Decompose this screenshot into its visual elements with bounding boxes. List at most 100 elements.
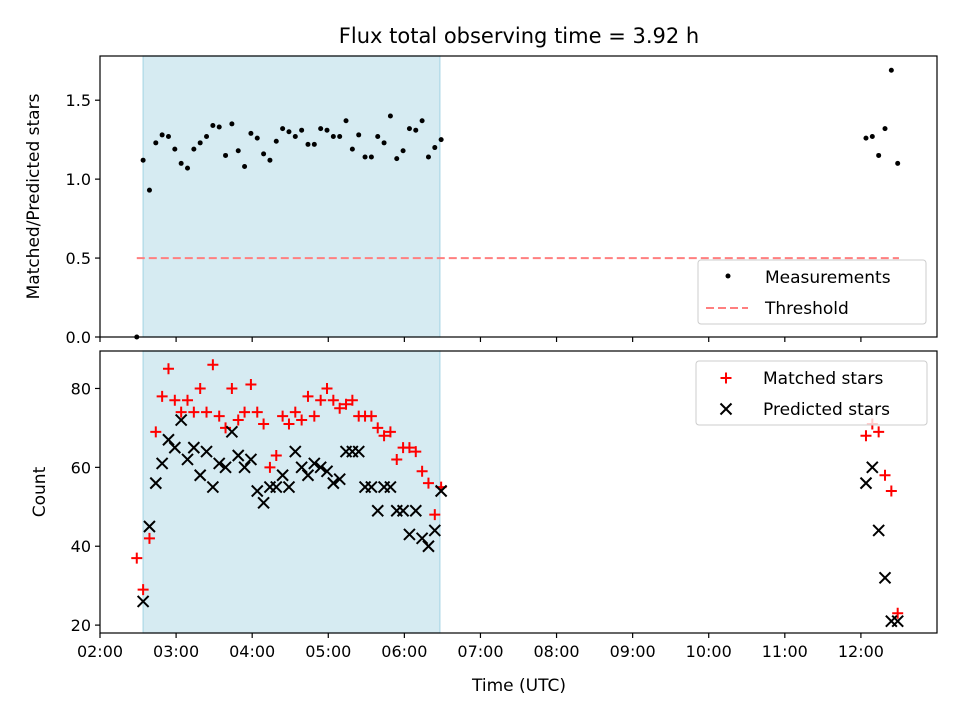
predicted-point — [244, 453, 258, 466]
legend-label: Threshold — [764, 299, 849, 319]
measurement-point — [394, 156, 400, 162]
measurement-point — [413, 127, 419, 133]
measurement-point — [381, 140, 387, 146]
measurement-point — [400, 148, 406, 154]
observing-span-shade — [142, 350, 441, 634]
measurement-point — [299, 127, 305, 133]
matched-point — [188, 406, 200, 418]
ratio-panel: 0.0 0.5 1.0 1.5 Matched/Predicted stars Measu… — [24, 55, 938, 347]
matched-point — [226, 382, 238, 394]
predicted-point — [168, 441, 182, 454]
matched-point — [289, 406, 301, 418]
measurement-point — [895, 160, 901, 166]
predicted-point — [365, 480, 378, 494]
legend-label: Matched stars — [763, 369, 883, 389]
measurement-point — [292, 134, 298, 140]
predicted-point — [314, 461, 327, 474]
predicted-point — [213, 457, 226, 470]
measurement-point — [197, 140, 203, 146]
predicted-point — [257, 496, 270, 510]
matched-point — [372, 422, 384, 434]
matched-point — [258, 418, 270, 430]
y-tick-label: 20 — [71, 616, 91, 635]
matched-point — [416, 465, 428, 477]
measurement-point — [165, 134, 171, 140]
matched-point — [207, 359, 219, 371]
matched-point — [340, 398, 352, 410]
matched-point — [860, 430, 872, 442]
figure-title: Flux total observing time = 3.92 h — [339, 24, 699, 48]
measurement-point — [375, 134, 381, 140]
y-tick-label: 1.0 — [66, 170, 91, 189]
y-axis-label: Count — [30, 466, 50, 517]
x-tick-label: 05:00 — [305, 642, 351, 661]
measurement-point — [318, 126, 324, 132]
matched-point — [137, 584, 149, 596]
predicted-point — [409, 504, 422, 517]
matched-point — [879, 469, 891, 481]
x-tick-label: 10:00 — [686, 642, 732, 661]
x-tick-label: 08:00 — [533, 642, 579, 661]
predicted-point — [371, 504, 384, 517]
predicted-point — [327, 476, 340, 490]
measurement-point — [172, 146, 178, 152]
matched-point — [201, 406, 213, 418]
legend-box — [695, 360, 928, 426]
matched-point — [150, 426, 162, 438]
measurement-point — [267, 157, 273, 163]
measurement-point — [888, 67, 894, 73]
measurement-point — [876, 152, 882, 158]
predicted-point — [384, 480, 397, 494]
legend: Measurements Threshold — [697, 259, 927, 325]
measurement-point — [286, 129, 292, 135]
y-tick-label: 60 — [71, 458, 91, 477]
matched-point — [403, 442, 415, 454]
measurement-point — [248, 130, 254, 136]
measurement-point — [185, 165, 191, 171]
matched-point — [315, 394, 327, 406]
matched-point — [245, 379, 257, 391]
matched-point — [873, 426, 885, 438]
matched-point — [384, 426, 396, 438]
predicted-point — [396, 504, 410, 517]
measurement-point — [280, 126, 286, 132]
measurement-point — [337, 134, 343, 140]
legend-predicted-marker — [719, 402, 733, 416]
measurement-point — [419, 118, 425, 124]
x-tick-label: 02:00 — [77, 642, 123, 661]
x-tick-label: 12:00 — [838, 642, 884, 661]
x-tick-label: 11:00 — [762, 642, 808, 661]
x-tick-label: 09:00 — [610, 642, 656, 661]
predicted-point — [187, 441, 201, 454]
measurement-point — [153, 140, 159, 146]
measurement-point — [869, 134, 875, 140]
predicted-point — [878, 571, 892, 584]
measurement-point — [216, 124, 222, 130]
observing-span-shade — [142, 55, 441, 338]
measurement-point — [178, 160, 184, 166]
matched-point — [422, 477, 434, 489]
predicted-point — [295, 461, 308, 474]
x-axis-label: Time (UTC) — [471, 676, 566, 696]
measurement-point — [235, 148, 241, 154]
predicted-point — [149, 476, 163, 490]
measurement-point — [242, 164, 248, 170]
predicted-point — [282, 480, 296, 494]
x-tick-label: 04:00 — [229, 642, 275, 661]
predicted-point — [155, 457, 169, 470]
matched-point — [391, 453, 403, 465]
measurement-point — [330, 134, 336, 140]
measurement-point — [406, 126, 412, 132]
predicted-point — [181, 453, 194, 466]
predicted-point — [301, 469, 315, 482]
matched-point — [162, 363, 174, 375]
measurement-point — [356, 132, 362, 138]
series-measurements — [134, 67, 901, 340]
matched-point — [277, 410, 289, 422]
predicted-point — [289, 445, 302, 458]
predicted-point — [143, 520, 156, 533]
measurement-point — [882, 126, 888, 132]
matched-point — [213, 410, 225, 422]
matched-point — [264, 461, 276, 473]
